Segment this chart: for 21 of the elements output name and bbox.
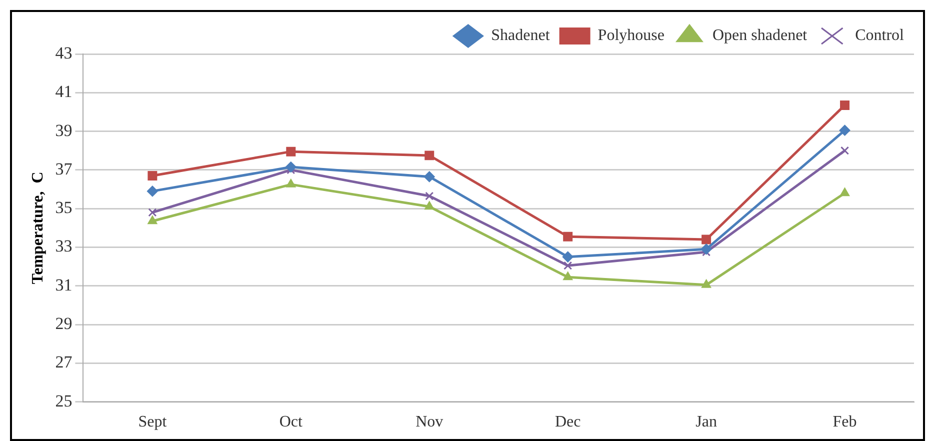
- x-tick-label: Sept: [138, 414, 168, 431]
- y-tick-label: 33: [55, 236, 72, 256]
- y-tick-label: 27: [55, 352, 73, 372]
- y-axis-title: Temperature, C: [30, 172, 47, 284]
- y-tick-label: 43: [55, 43, 72, 62]
- legend-label: Polyhouse: [598, 27, 664, 44]
- y-tick-label: 39: [55, 120, 72, 140]
- x-tick-label: Nov: [416, 414, 444, 431]
- legend-label: Open shadenet: [712, 27, 808, 44]
- legend-label: Shadenet: [491, 27, 550, 44]
- y-tick-label: 37: [55, 159, 73, 178]
- x-tick-label: Feb: [832, 414, 857, 431]
- legend-label: Control: [855, 27, 905, 44]
- x-tick-label: Dec: [554, 414, 581, 431]
- x-tick-label: Oct: [279, 414, 303, 431]
- x-tick-label: Jan: [696, 414, 717, 431]
- y-tick-label: 35: [55, 198, 72, 218]
- y-tick-label: 31: [55, 275, 72, 294]
- y-tick-label: 41: [55, 82, 72, 102]
- y-tick-label: 29: [55, 314, 72, 333]
- y-tick-label: 25: [55, 391, 72, 410]
